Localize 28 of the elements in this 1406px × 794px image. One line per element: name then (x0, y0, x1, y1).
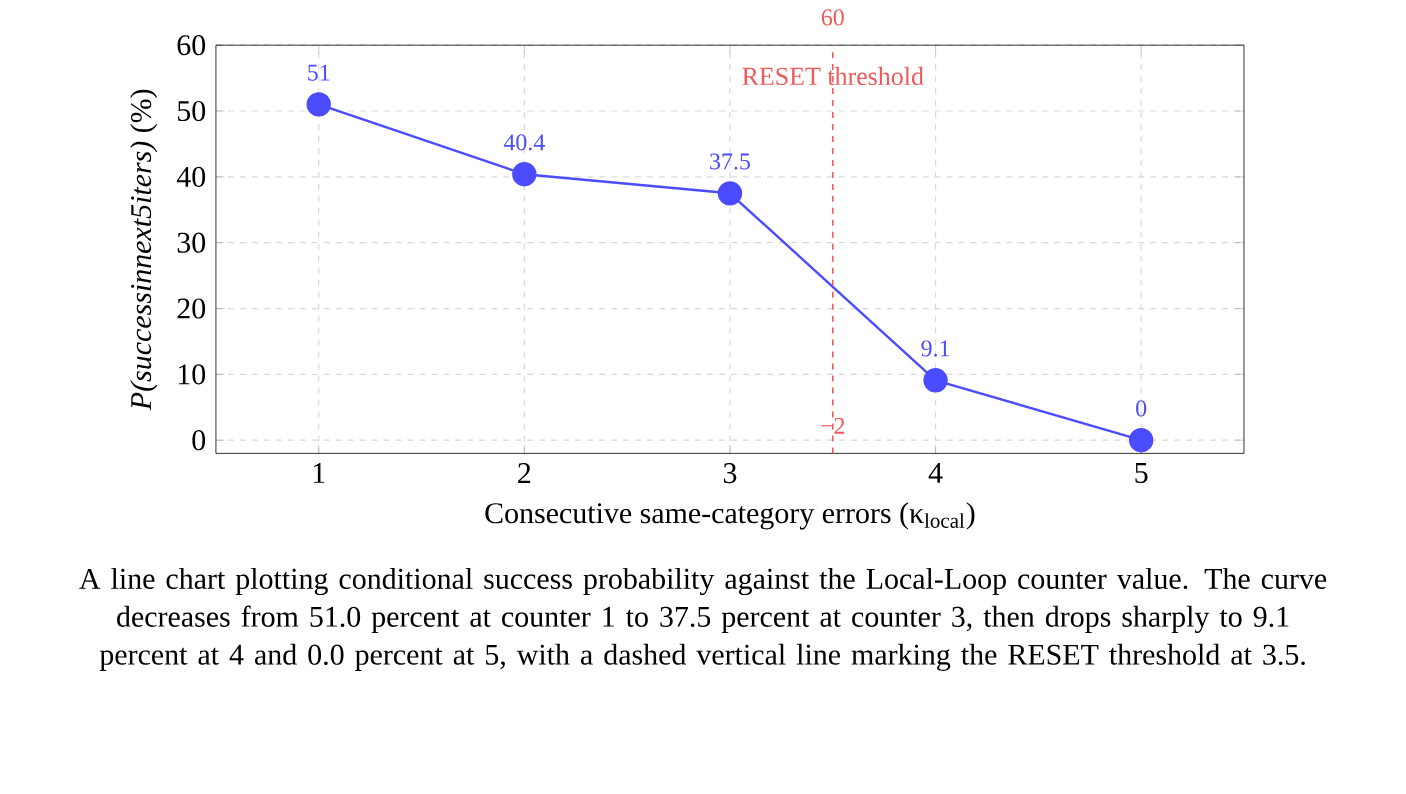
point (717, 181, 743, 206)
data-label: 0 (1136, 400, 1147, 417)
data-label: 40.4 (503, 134, 545, 151)
point (1129, 428, 1154, 453)
point (923, 368, 948, 393)
ref-line-label: RESET threshold (742, 66, 924, 86)
x-tick-label: 3 (723, 463, 737, 484)
data-label: 37.5 (710, 153, 750, 170)
x-axis-title: Consecutive same-category errors (κ$_{local}$) (485, 502, 975, 530)
y-tick-label: 20 (177, 298, 206, 319)
data-label: 9.1 (921, 340, 950, 357)
y-tick-label: 0 (192, 430, 206, 451)
y-tick-label: 60 (177, 35, 206, 56)
y-tick-label: 50 (178, 101, 206, 122)
annotation: −2 (821, 417, 845, 434)
y-tick-label: 30 (177, 232, 206, 253)
point (306, 92, 331, 117)
text: A line chart plotting conditional success probability against the Local-Loop counter value. The curve decreases from 51.0 percent at counter 1 to 37.5 percent at counter 3, then drops sharply to 9.1 percent at 4 and 0.0 percent at 5, with a dashed vertical line marking the RESET threshold at 3.5. (79, 568, 1327, 672)
x-tick-label: 4 (928, 463, 943, 483)
y-tick-label: 40 (176, 166, 206, 188)
point (512, 162, 537, 187)
x-tick-label: 1 (313, 463, 325, 483)
x-tick-label: 5 (1135, 463, 1148, 484)
annotation: 60 (821, 9, 844, 26)
x-tick-label: 2 (518, 463, 531, 484)
y-tick-label: 10 (178, 364, 206, 385)
data-label: 51 (308, 64, 330, 81)
y-axis-title: P(successinnext5iters) (%) (130, 89, 158, 411)
